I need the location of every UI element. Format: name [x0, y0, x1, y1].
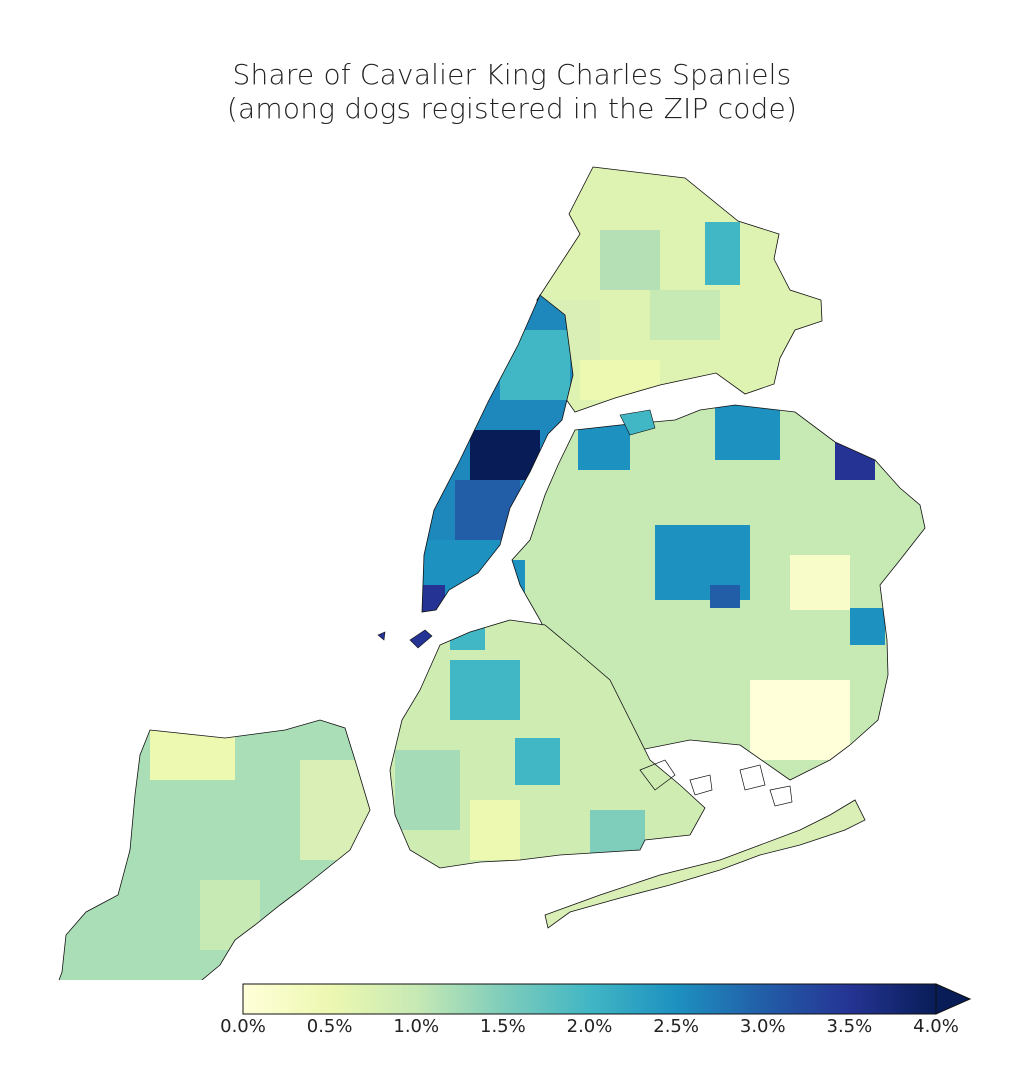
colorbar-tick-label: 4.0%: [913, 1016, 959, 1037]
zip-region: [200, 880, 260, 950]
zip-region: [515, 738, 560, 785]
zip-region: [750, 680, 850, 760]
colorbar-tick-label: 3.0%: [739, 1016, 786, 1037]
zip-region: [655, 525, 750, 600]
zip-region: [578, 425, 630, 470]
zip-region: [590, 810, 645, 855]
island-rikers: [619, 409, 656, 436]
zip-region: [580, 360, 660, 400]
borough-fill-bronx: [537, 167, 822, 412]
zip-region: [835, 440, 875, 480]
colorbar-tick-label: 1.0%: [393, 1016, 440, 1037]
borough-outline-brooklyn: [389, 619, 706, 869]
zip-region: [600, 230, 660, 290]
rockaway-peninsula: [544, 799, 866, 929]
jamaica-bay-islands: [639, 759, 793, 807]
choropleth-map: [58, 166, 926, 980]
zip-region: [450, 620, 485, 650]
zip-region: [790, 555, 850, 610]
zip-region: [715, 405, 780, 460]
zip-region: [500, 330, 570, 400]
zip-region: [150, 730, 235, 780]
colorbar-tick-label: 3.5%: [826, 1016, 873, 1037]
island-governors: [377, 631, 386, 641]
zip-region: [470, 800, 520, 860]
colorbar-tick-label: 0.5%: [306, 1016, 353, 1037]
zip-region: [395, 750, 460, 830]
colorbar-tick-label: 2.0%: [566, 1016, 613, 1037]
borough-outline-manhattan: [421, 294, 574, 613]
borough-brooklyn: [389, 619, 706, 869]
colorbar-tick-label: 2.5%: [653, 1016, 699, 1037]
zip-region: [650, 290, 720, 340]
zip-region: [455, 480, 520, 540]
zip-region: [450, 660, 520, 720]
borough-outline-staten-island: [58, 719, 371, 980]
colorbar: [242, 983, 972, 1015]
colorbar-extend-arrow: [935, 983, 972, 1015]
colorbar-tick-label: 0.0%: [220, 1016, 266, 1037]
colorbar-scale: [242, 983, 937, 1015]
zip-region: [850, 608, 885, 645]
zip-region: [705, 222, 740, 285]
zip-region: [300, 760, 370, 860]
island-roosevelt: [409, 629, 433, 649]
zip-region: [512, 560, 525, 620]
borough-fill-staten-island: [59, 720, 370, 980]
zip-region: [470, 430, 540, 480]
zip-region: [710, 585, 740, 608]
map-title-line1: Share of Cavalier King Charles Spaniels: [232, 58, 792, 91]
borough-staten-island: [58, 719, 371, 980]
borough-queens: [511, 404, 926, 781]
colorbar-tick-label: 1.5%: [480, 1016, 526, 1037]
borough-outline-queens: [511, 404, 926, 781]
map-title-line2: (among dogs registered in the ZIP code): [226, 92, 798, 125]
borough-bronx: [536, 166, 823, 413]
